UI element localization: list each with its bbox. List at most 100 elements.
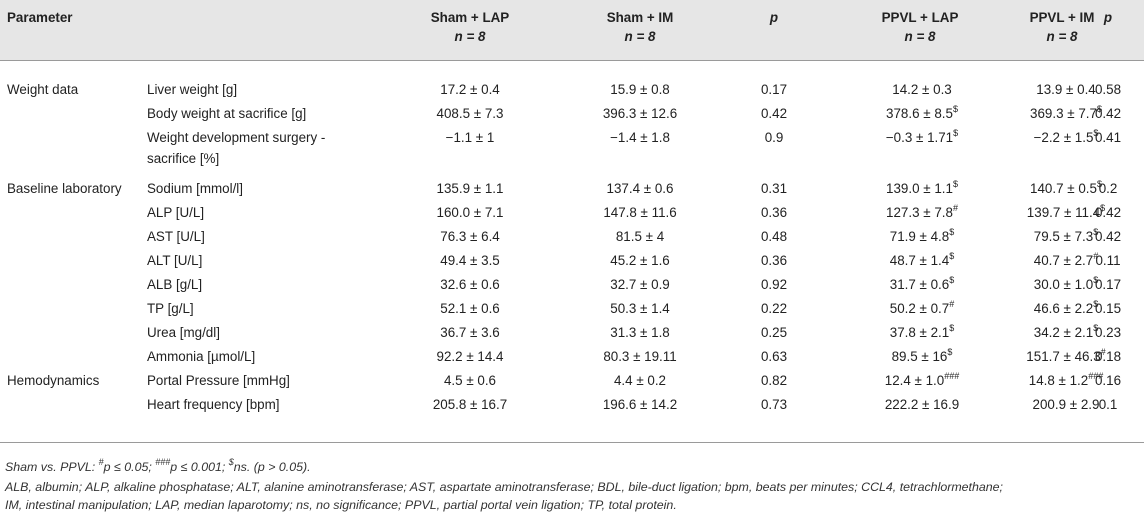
cell-value: 200.9 ± 2.9 [1032,397,1100,412]
table-cell: 139.0 ± 1.1$ [842,178,1002,197]
cell-value: 32.7 ± 0.9 [610,277,670,292]
cell-value: 0.18 [1094,349,1122,364]
cell-value: 48.7 ± 1.4 [889,253,950,268]
cell-value: 4.5 ± 0.6 [443,373,497,388]
table-cell: 0.42 [1028,205,1144,221]
cell-value: 0.42 [1094,229,1122,244]
table-cell: 0.41 [1028,130,1144,146]
cell-value: 32.6 ± 0.6 [440,277,500,292]
row-group-label: Hemodynamics [7,373,100,388]
significance-mark: # [1100,346,1106,357]
table-cell: 45.2 ± 1.6 [560,253,720,269]
table-cell: 0.36 [694,205,854,221]
table-cell: 4.4 ± 0.2 [560,373,720,389]
cell-value: 0.63 [760,349,788,364]
cell-value: 378.6 ± 8.5 [886,106,953,121]
significance-mark: $ [949,250,955,261]
table-cell: 0.17 [694,82,854,98]
row-parameter: AST [U/L] [147,229,205,244]
cell-value: 30.0 ± 1.0 [1033,277,1094,292]
table-cell: 32.7 ± 0.9 [560,277,720,293]
header-col-2: p [769,10,779,25]
significance-mark: $ [952,178,958,189]
table-cell: 160.0 ± 7.1 [390,205,550,221]
table-cell: 139.7 ± 11.4$ [986,202,1144,221]
table-header: Parameter [0,0,1144,60]
table-cell: 0.42 [694,106,854,122]
table-cell: 0.11 [1028,253,1144,269]
table-cell: 137.4 ± 0.6 [560,181,720,197]
table-cell: 0.58 [1028,82,1144,98]
table-cell: 0.16 [1028,373,1144,389]
table-cell: 0.42 [1028,106,1144,122]
cell-value: 49.4 ± 3.5 [440,253,500,268]
cell-value: 0.42 [1094,205,1122,220]
row-parameter: ALT [U/L] [147,253,203,268]
significance-mark: $ [952,103,958,114]
table-cell: 81.5 ± 4 [560,229,720,245]
row-parameter: TP [g/L] [147,301,194,316]
cell-value: 396.3 ± 12.6 [602,106,678,121]
row-parameter: ALB [g/L] [147,277,203,292]
table-cell: 0.23 [1028,325,1144,341]
table-cell: 92.2 ± 14.4 [390,349,550,365]
table-cell: 396.3 ± 12.6 [560,106,720,122]
header-col-4-n: n = 8 [1046,29,1078,44]
significance-mark: $ [1093,127,1099,138]
cell-value: 4.4 ± 0.2 [613,373,667,388]
significance-mark: $ [1096,103,1102,114]
header-col-4: PPVL + IM [1029,10,1095,25]
abbreviations-line-1: ALB, albumin; ALP, alkaline phosphatase;… [5,480,1004,494]
table-cell: 71.9 ± 4.8$ [842,226,1002,245]
cell-value: 0.16 [1094,373,1122,388]
cell-value: 196.6 ± 14.2 [602,397,678,412]
cell-value: 46.6 ± 2.2 [1033,301,1094,316]
row-parameter: Body weight at sacrifice [g] [147,106,307,121]
table-cell: 50.2 ± 0.7# [842,299,1002,317]
table-cell: 408.5 ± 7.3 [390,106,550,122]
table-cell: 0.92 [694,277,854,293]
cell-value: 81.5 ± 4 [615,229,665,244]
table-cell: 31.7 ± 0.6$ [842,275,1002,293]
table-cell: 15.9 ± 0.8 [560,82,720,98]
table-cell: 200.9 ± 2.9 [986,397,1144,413]
cell-value: 0.9 [764,130,784,145]
cell-value: 13.9 ± 0.4 [1036,82,1096,97]
table-cell: 32.6 ± 0.6 [390,277,550,293]
table-cell: 50.3 ± 1.4 [560,301,720,317]
cell-value: 139.7 ± 11.4 [1026,205,1101,220]
cell-value: 50.3 ± 1.4 [610,301,670,316]
table-cell: 52.1 ± 0.6 [390,301,550,317]
significance-mark: $ [949,226,955,237]
cell-value: 0.25 [760,325,788,340]
table-cell: 13.9 ± 0.4 [986,82,1144,98]
cell-value: 147.8 ± 11.6 [603,205,677,220]
table-cell: 0.73 [694,397,854,413]
row-parameter: Sodium [mmol/l] [147,181,243,196]
cell-value: 0.92 [760,277,788,292]
row-parameter: Weight development surgery - [147,130,326,145]
header-col-1-n: n = 8 [624,29,656,44]
header-divider [0,60,1144,61]
row-parameter: Liver weight [g] [147,82,238,97]
table-cell: 0.9 [694,130,854,146]
cell-value: 14.8 ± 1.2 [1028,373,1089,388]
table-cell: 140.7 ± 0.5$ [986,178,1144,197]
cell-value: 36.7 ± 3.6 [440,325,500,340]
cell-value: 14.2 ± 0.3 [892,82,952,97]
table-cell: 0.63 [694,349,854,365]
cell-value: 369.3 ± 7.7 [1030,106,1097,121]
cell-value: 0.48 [760,229,788,244]
cell-value: 89.5 ± 16 [891,349,948,364]
significance-mark: $ [953,127,959,138]
significance-mark: $ [1096,178,1102,189]
row-parameter: ALP [U/L] [147,205,205,220]
table-cell: 0.15 [1028,301,1144,317]
table-cell: −2.2 ± 1.5$ [986,127,1144,146]
row-parameter: Urea [mg/dl] [147,325,220,340]
cell-value: 80.3 ± 19.11 [603,349,677,364]
table-cell: 0.25 [694,325,854,341]
significance-mark: $ [1100,202,1106,213]
cell-value: 31.3 ± 1.8 [610,325,670,340]
significance-mark: $ [947,346,953,357]
